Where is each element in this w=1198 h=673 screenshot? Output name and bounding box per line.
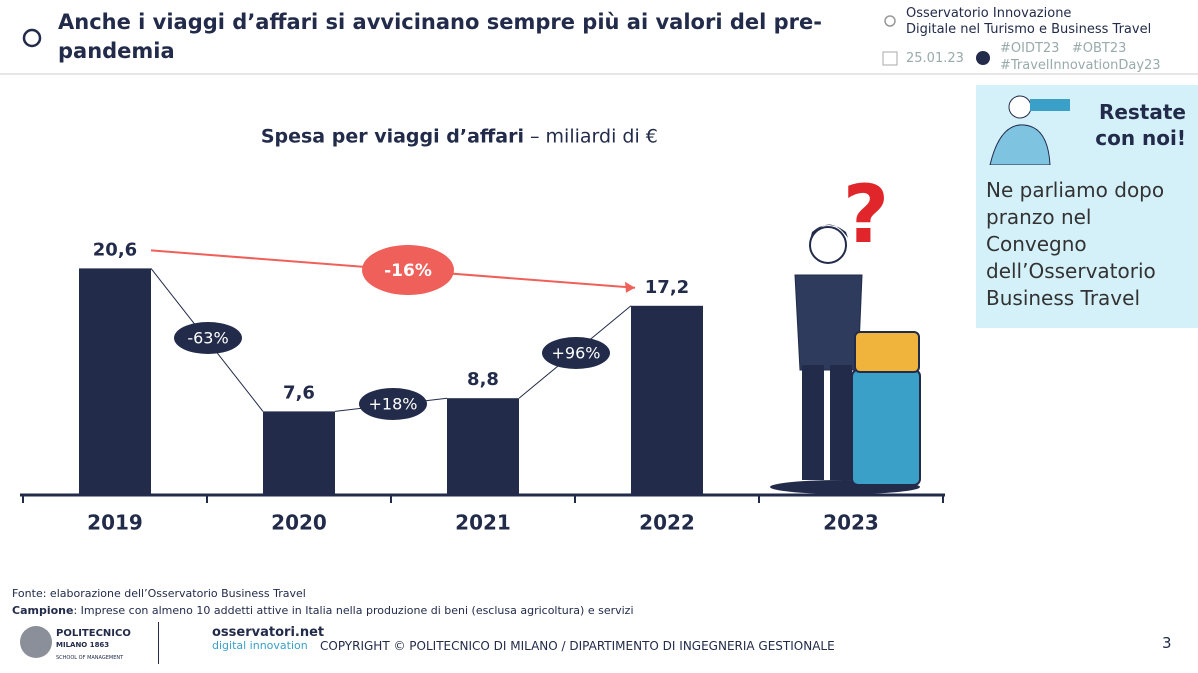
logo2: osservatori.net digital innovation — [212, 626, 324, 652]
search-icon — [22, 28, 42, 48]
sample-text: : Imprese con almeno 10 addetti attive i… — [73, 604, 634, 617]
hashtag: #TravelInnovationDay23 — [1000, 58, 1161, 73]
x-tick-label: 2023 — [823, 511, 879, 535]
logo1-sub2: SCHOOL OF MANAGEMENT — [56, 655, 124, 661]
polimi-seal — [20, 626, 52, 658]
sample: Campione: Imprese con almeno 10 addetti … — [12, 604, 634, 617]
x-tick-label: 2022 — [639, 511, 695, 535]
bar — [631, 305, 703, 495]
sidebar-text: Ne parliamo dopo pranzo nel Convegno del… — [986, 178, 1165, 310]
annotation: -16% — [384, 261, 432, 281]
copyright: COPYRIGHT © POLITECNICO DI MILANO / DIPA… — [320, 639, 835, 653]
observatory-sub: Digitale nel Turismo e Business Travel — [906, 22, 1152, 37]
sidebar: Restate con noi! Ne parliamo dopo pranzo… — [976, 85, 1198, 328]
logo-divider — [158, 622, 159, 664]
logo1-name: POLITECNICO — [56, 628, 131, 639]
twitter-icon — [976, 51, 990, 65]
hashtag: #OBT23 — [1071, 41, 1127, 56]
annotation-bubble — [359, 388, 427, 420]
arrow-head — [625, 281, 635, 293]
chart-title: Spesa per viaggi d’affari — [261, 126, 524, 148]
annotation-bubble — [174, 322, 242, 354]
value-label: 17,2 — [645, 277, 689, 298]
logo1-sub: MILANO 1863 — [56, 641, 110, 649]
bar — [447, 398, 519, 495]
observatory-name: Osservatorio Innovazione — [906, 6, 1072, 21]
chart-subtitle: – miliardi di € — [530, 126, 658, 148]
traveller-illustration: ? — [770, 168, 921, 494]
small-icon — [884, 15, 896, 27]
observatory: Osservatorio Innovazione Digitale nel Tur… — [906, 6, 1151, 38]
logo1: POLITECNICO MILANO 1863 SCHOOL OF MANAGEME… — [56, 628, 131, 664]
bar — [79, 268, 151, 495]
value-label: 8,8 — [467, 369, 499, 390]
date: 25.01.23 — [906, 51, 964, 66]
annotation: +18% — [369, 395, 418, 414]
bar — [263, 411, 335, 495]
value-label: 20,6 — [93, 239, 137, 260]
calendar-icon — [882, 51, 898, 66]
annotation-bubble — [542, 337, 610, 369]
annotation: +96% — [552, 344, 601, 363]
page-number: 3 — [1162, 634, 1172, 652]
annotation: -63% — [187, 329, 228, 348]
annotation-bubble — [362, 245, 454, 295]
logo2-sub: digital innovation — [212, 639, 308, 652]
sidebar-illustration — [989, 95, 1070, 165]
x-tick-label: 2020 — [271, 511, 327, 535]
sample-label: Campione — [12, 604, 74, 617]
x-tick-label: 2021 — [455, 511, 511, 535]
question-mark: ? — [843, 168, 889, 261]
source: Fonte: elaborazione dell’Osservatorio Bu… — [12, 587, 306, 600]
slide-title: Anche i viaggi d’affari si avvicinano se… — [58, 10, 822, 63]
hashtag: #OIDT23 — [1000, 41, 1060, 56]
hashtags: #OIDT23 #OBT23 #TravelInnovationDay23 — [1000, 40, 1190, 74]
x-tick-label: 2019 — [87, 511, 143, 535]
value-label: 7,6 — [283, 382, 315, 403]
logo2-name: osservatori.net — [212, 625, 325, 640]
sidebar-title: Restate con noi! — [1095, 100, 1186, 150]
